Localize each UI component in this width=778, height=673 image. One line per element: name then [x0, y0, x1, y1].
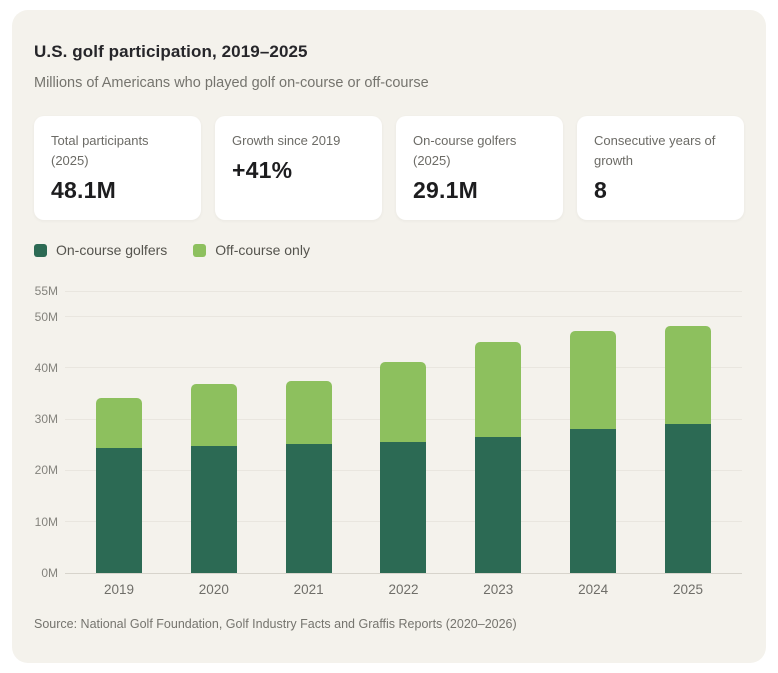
golf-participation-card: U.S. golf participation, 2019–2025 Milli… — [12, 10, 766, 663]
gridline-50M — [65, 316, 742, 318]
legend-swatch-icon — [34, 243, 47, 257]
y-tick-label: 30M — [34, 412, 58, 427]
legend-label: Off-course only — [215, 242, 310, 258]
x-tick-label-2019: 2019 — [103, 582, 135, 597]
bar-2022 — [380, 291, 427, 573]
stat-card-label: Growth since 2019 — [232, 133, 341, 148]
bars-layer — [65, 291, 742, 573]
bar-2024 — [570, 291, 617, 573]
bar-segment-2024-on-course-golfers — [570, 428, 617, 573]
bar-2025 — [664, 291, 711, 573]
gridline-0M — [65, 572, 742, 574]
stat-card-value: 48.1M — [51, 177, 116, 204]
bar-segment-2025-on-course-golfers — [664, 423, 711, 573]
y-tick-label: 55M — [34, 284, 58, 298]
source-note: Source: National Golf Foundation, Golf I… — [34, 617, 517, 631]
stat-card-growth: Growth since 2019 +41% — [215, 116, 382, 220]
legend-item-1: Off-course only — [193, 242, 310, 258]
legend-label: On-course golfers — [56, 242, 168, 258]
stat-card-consecutive-years: Consecutive years of growth 8 — [577, 116, 744, 220]
stat-card-value: 29.1M — [413, 177, 478, 204]
legend-swatch-icon — [193, 243, 207, 257]
stat-card-total-participants: Total participants (2025) 48.1M — [34, 116, 201, 220]
x-tick-label-2020: 2020 — [198, 582, 229, 597]
bar-segment-2024-off-course-only — [570, 331, 617, 429]
bar-segment-2022-off-course-only — [380, 362, 427, 442]
y-tick-label: 40M — [34, 360, 58, 375]
bar-segment-2022-on-course-golfers — [380, 441, 427, 573]
gridline-55M — [65, 290, 742, 292]
bar-segment-2021-on-course-golfers — [285, 444, 332, 573]
bar-2019 — [96, 291, 142, 573]
x-tick-label-2025: 2025 — [672, 582, 703, 597]
y-tick-label: 50M — [34, 309, 58, 324]
stat-card-on-course: On-course golfers (2025) 29.1M — [396, 116, 563, 220]
stat-card-value: 8 — [594, 177, 607, 204]
stat-cards-row: Total participants (2025) 48.1M Growth s… — [34, 116, 744, 220]
stat-card-value: +41% — [232, 157, 293, 184]
bar-2020 — [190, 291, 237, 573]
x-tick-label-2021: 2021 — [293, 582, 324, 597]
plot-area: 0M 10M 20M 30M 40M 50M 55M — [35, 284, 742, 580]
stacked-bar-chart: 0M 10M 20M 30M 40M 50M 55M 2019 2020 2021 2022 202… — [34, 284, 744, 597]
bar-segment-2019-on-course-golfers — [96, 448, 142, 573]
stat-card-label: Total participants (2025) — [51, 133, 149, 169]
bar-2021 — [285, 291, 332, 573]
y-tick-label: 20M — [34, 463, 58, 478]
y-tick-label: 0M — [41, 566, 58, 580]
bar-segment-2021-off-course-only — [285, 380, 332, 445]
chart-legend: On-course golfers Off-course only — [34, 242, 744, 258]
bar-segment-2023-off-course-only — [475, 342, 522, 437]
stat-card-label: On-course golfers (2025) — [413, 133, 517, 169]
y-tick-label: 10M — [34, 514, 58, 529]
x-tick-label-2024: 2024 — [578, 582, 609, 597]
legend-item-0: On-course golfers — [34, 242, 167, 258]
x-tick-label-2023: 2023 — [483, 582, 514, 597]
bar-segment-2019-off-course-only — [96, 397, 142, 449]
bar-2023 — [475, 291, 522, 573]
bar-segment-2020-on-course-golfers — [190, 445, 237, 573]
stat-card-label: Consecutive years of growth — [594, 133, 716, 169]
page-title: U.S. golf participation, 2019–2025 — [34, 42, 308, 61]
bar-segment-2023-on-course-golfers — [475, 436, 522, 573]
x-tick-label-2022: 2022 — [388, 582, 419, 597]
bar-segment-2020-off-course-only — [190, 383, 237, 446]
bar-segment-2025-off-course-only — [664, 326, 711, 424]
x-axis-labels: 2019 2020 2021 2022 2023 2024 2025 — [65, 582, 742, 597]
page-subtitle: Millions of Americans who played golf on… — [34, 75, 429, 91]
